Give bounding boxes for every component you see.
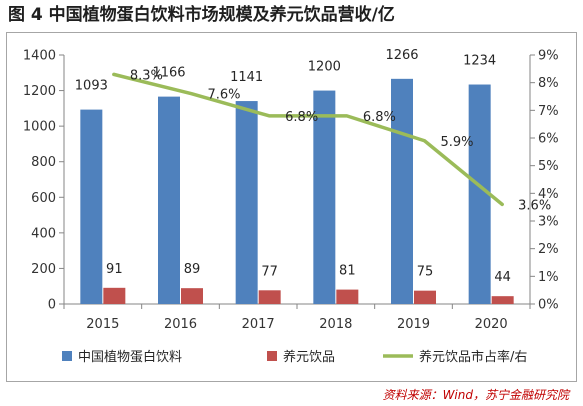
x-axis-tick-label: 2016	[164, 317, 197, 332]
bar-data-label: 77	[261, 264, 278, 279]
legend-label: 养元饮品市占率/右	[419, 349, 527, 365]
figure-title: 图 4 中国植物蛋白饮料市场规模及养元饮品营收/亿	[8, 5, 395, 25]
right-axis-tick-label: 5%	[538, 159, 559, 174]
legend-label: 中国植物蛋白饮料	[78, 349, 182, 365]
right-axis-tick-label: 8%	[538, 76, 559, 91]
bar-market-size	[235, 101, 258, 304]
bar-data-label: 1093	[75, 79, 108, 94]
x-axis-tick-label: 2019	[397, 317, 430, 332]
line-data-label: 3.6%	[518, 198, 551, 213]
source-note: 资料来源：Wind，苏宁金融研究院	[382, 388, 569, 402]
x-axis-tick-label: 2018	[319, 317, 352, 332]
bar-market-size	[80, 109, 103, 304]
left-axis-tick-label: 800	[31, 155, 56, 170]
right-axis-tick-label: 7%	[538, 104, 559, 119]
chart-frame	[6, 32, 577, 382]
right-axis-tick-label: 4%	[538, 187, 559, 202]
bar-data-label: 91	[106, 262, 123, 277]
right-axis-tick-label: 1%	[538, 270, 559, 285]
left-axis-tick-label: 1400	[23, 49, 56, 64]
x-axis-tick-label: 2015	[86, 317, 119, 332]
bar-data-label: 89	[184, 262, 201, 277]
bar-data-label: 1234	[463, 54, 496, 69]
x-axis-tick-label: 2020	[475, 317, 508, 332]
line-data-label: 8.3%	[130, 68, 163, 83]
left-axis-tick-label: 600	[31, 191, 56, 206]
bar-market-size	[158, 96, 180, 305]
x-axis-tick-label: 2017	[242, 317, 275, 332]
line-data-label: 7.6%	[208, 88, 241, 103]
bar-yangyuan	[103, 287, 126, 304]
bar-yangyuan	[491, 296, 514, 304]
bar-market-size	[468, 84, 491, 304]
legend-label: 养元饮品	[283, 349, 335, 365]
bar-yangyuan	[336, 289, 359, 304]
left-axis-tick-label: 1200	[23, 84, 56, 99]
legend-swatch	[62, 351, 72, 361]
right-axis-tick-label: 9%	[538, 49, 559, 64]
left-axis-tick-label: 200	[31, 262, 56, 277]
line-data-label: 6.8%	[285, 110, 318, 125]
legend-swatch	[267, 351, 277, 361]
bar-data-label: 1166	[152, 66, 185, 81]
right-axis-tick-label: 6%	[538, 132, 559, 147]
left-axis-tick-label: 1000	[23, 120, 56, 135]
bar-data-label: 81	[339, 264, 356, 279]
bar-yangyuan	[181, 288, 203, 304]
left-axis-tick-label: 400	[31, 226, 56, 241]
bar-data-label: 1200	[308, 60, 341, 75]
bar-market-size	[313, 90, 336, 304]
right-axis-tick-label: 3%	[538, 215, 559, 230]
right-axis-tick-label: 0%	[538, 298, 559, 313]
right-axis-tick-label: 2%	[538, 242, 559, 257]
line-data-label: 5.9%	[441, 135, 474, 150]
bar-data-label: 1141	[230, 70, 263, 85]
bar-data-label: 75	[417, 265, 434, 280]
share-line	[112, 72, 504, 207]
bar-yangyuan	[258, 290, 281, 304]
bar-data-label: 1266	[385, 48, 418, 63]
bar-yangyuan	[414, 290, 436, 304]
left-axis-tick-label: 0	[48, 298, 56, 313]
bar-data-label: 44	[494, 270, 511, 285]
line-data-label: 6.8%	[363, 110, 396, 125]
